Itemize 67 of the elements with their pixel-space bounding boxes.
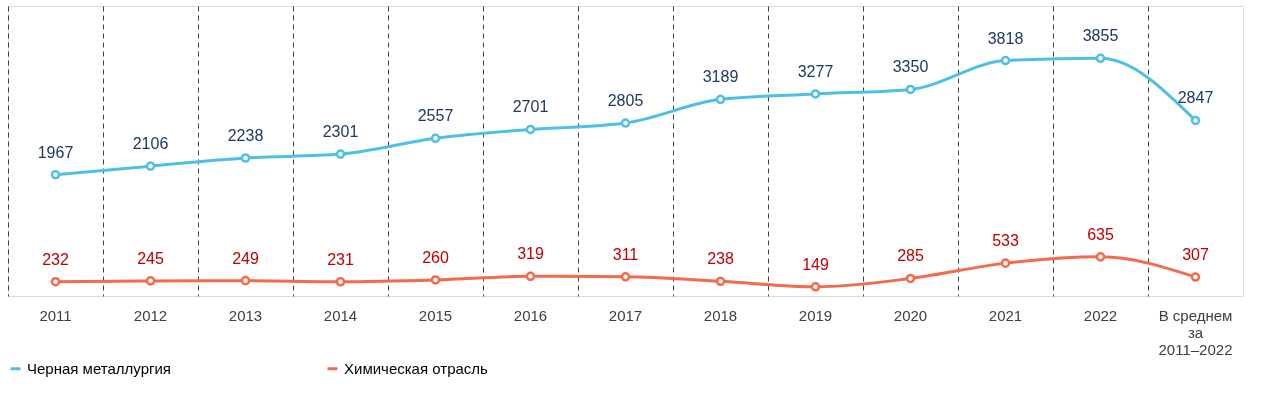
- data-label: 260: [422, 248, 449, 266]
- data-label: 285: [897, 247, 924, 265]
- data-label: 2805: [607, 92, 644, 110]
- x-tick-label: 2018: [703, 306, 738, 324]
- x-tick-label: 2021: [988, 306, 1023, 324]
- legend-label: Химическая отрасль: [344, 359, 489, 377]
- data-label: 2701: [512, 98, 549, 116]
- point: [240, 153, 251, 163]
- point: [620, 272, 631, 282]
- data-label: 3350: [892, 58, 929, 76]
- data-label: 2106: [132, 135, 169, 153]
- data-label: 533: [992, 232, 1019, 250]
- x-tick-label: 2020: [893, 306, 928, 324]
- point: [620, 118, 631, 128]
- x-tick-label: 2016: [513, 306, 548, 324]
- x-tick-label: 2017: [608, 306, 643, 324]
- data-label: 249: [232, 249, 259, 267]
- data-label: 238: [707, 250, 734, 268]
- data-label: 3189: [702, 68, 739, 86]
- data-label: 2847: [1177, 89, 1214, 107]
- x-tick-label: 2014: [323, 306, 358, 324]
- data-label: 3277: [797, 62, 834, 80]
- x-tick-label: 2022: [1083, 306, 1118, 324]
- point: [50, 276, 61, 287]
- point: [145, 276, 156, 286]
- data-label: 3818: [987, 29, 1024, 47]
- data-label: 2301: [322, 123, 359, 141]
- data-label: 2238: [227, 127, 264, 144]
- point: [1190, 115, 1201, 126]
- x-tick-label: 2013: [228, 306, 263, 324]
- point: [905, 273, 916, 284]
- x-tick-label: В среднем за 2011–2022: [1158, 306, 1233, 358]
- x-tick-label: 2015: [418, 306, 453, 324]
- data-label: 245: [137, 249, 164, 267]
- point: [1190, 272, 1201, 282]
- data-label: 149: [802, 255, 829, 273]
- point: [525, 124, 536, 135]
- data-label: 3855: [1082, 27, 1119, 45]
- point: [715, 94, 726, 105]
- x-tick-label: 2019: [798, 306, 833, 324]
- data-label: 1967: [37, 143, 74, 161]
- point: [715, 276, 726, 287]
- data-label: 635: [1087, 225, 1114, 243]
- data-label: 319: [517, 245, 544, 263]
- data-label: 307: [1182, 246, 1209, 264]
- point: [50, 169, 61, 180]
- x-tick-label: 2011: [39, 306, 72, 324]
- data-label: 231: [327, 250, 354, 268]
- point: [430, 133, 441, 144]
- legend-label: Черная металлургия: [27, 359, 171, 377]
- point: [525, 271, 536, 282]
- data-label: 311: [612, 245, 639, 263]
- point: [810, 282, 821, 292]
- point: [240, 275, 251, 286]
- point: [1095, 252, 1106, 262]
- point: [430, 275, 441, 285]
- point: [905, 84, 916, 95]
- point: [335, 149, 346, 159]
- point: [810, 89, 821, 99]
- x-tick-label: 2012: [133, 306, 168, 324]
- data-label: 2557: [417, 107, 454, 125]
- point: [1095, 53, 1106, 64]
- point: [335, 276, 346, 287]
- data-label: 232: [42, 250, 69, 268]
- point: [145, 161, 156, 171]
- point: [1000, 258, 1011, 268]
- point: [1000, 55, 1011, 66]
